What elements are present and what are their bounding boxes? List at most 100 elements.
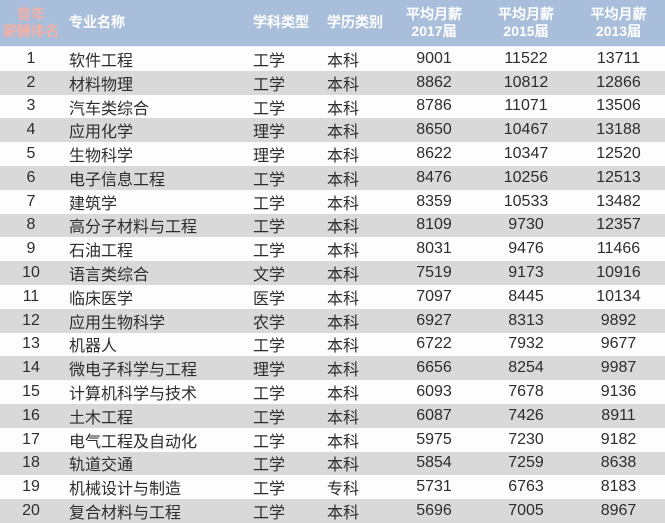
cell-salary-2015: 7678 (508, 383, 544, 401)
cell-degree: 专科 (327, 481, 360, 499)
cell-degree: 本科 (327, 338, 360, 356)
table-row: 10 语言类综合 文学 本科 7519 9173 10916 (0, 261, 665, 285)
cell-rank: 12 (22, 311, 40, 329)
cell-major: 电子信息工程 (69, 171, 166, 189)
cell-major: 汽车类综合 (69, 100, 150, 118)
rank-header-line1: 首年 (17, 5, 45, 22)
table-row: 17 电气工程及自动化 工学 本科 5975 7230 9182 (0, 427, 665, 452)
cell-degree: 本科 (327, 290, 360, 308)
cell-salary-2015: 11522 (504, 49, 548, 67)
cell-salary-2013: 12357 (596, 216, 641, 234)
salary-2013-header-line1: 平均月薪 (590, 5, 647, 22)
cell-salary-2015: 9730 (508, 216, 544, 234)
cell-salary-2013: 8183 (600, 478, 637, 496)
cell-salary-2017: 8786 (416, 97, 452, 115)
cell-salary-2013: 9987 (600, 359, 637, 377)
cell-salary-2015: 8445 (508, 287, 544, 305)
cell-major: 计算机科学与技术 (69, 386, 198, 404)
cell-salary-2015: 9476 (508, 240, 544, 258)
cell-major: 材料物理 (69, 76, 134, 94)
table-row: 8 高分子材料与工程 工学 本科 8109 9730 12357 (0, 213, 665, 238)
cell-rank: 7 (26, 192, 36, 210)
cell-salary-2013: 12866 (596, 73, 641, 91)
cell-major: 电气工程及自动化 (69, 433, 198, 451)
cell-degree: 本科 (327, 219, 360, 237)
cell-rank: 19 (22, 478, 40, 496)
table-row: 9 石油工程 工学 本科 8031 9476 11466 (0, 237, 665, 262)
cell-major: 语言类综合 (69, 267, 150, 285)
cell-salary-2017: 8359 (416, 192, 452, 210)
column-header-salary-2013: 平均月薪 2013届 (572, 0, 665, 46)
cell-salary-2013: 11466 (596, 240, 641, 258)
table-row: 19 机械设计与制造 工学 专科 5731 6763 8183 (0, 475, 665, 500)
degree-header-label: 学历类别 (327, 14, 383, 31)
cell-salary-2013: 9677 (600, 335, 637, 353)
cell-major: 临床医学 (69, 290, 134, 308)
salary-2015-header-line1: 平均月薪 (498, 5, 554, 22)
cell-salary-2015: 8313 (508, 311, 544, 329)
cell-discipline: 工学 (253, 505, 286, 523)
cell-rank: 6 (26, 168, 36, 186)
cell-salary-2015: 7230 (508, 430, 544, 448)
cell-discipline: 工学 (253, 386, 286, 404)
table-row: 20 复合材料与工程 工学 本科 5696 7005 8967 (0, 499, 665, 523)
cell-salary-2015: 11071 (504, 97, 548, 115)
cell-salary-2015: 7005 (508, 502, 544, 520)
table-body: 1 软件工程 工学 本科 9001 11522 13711 2 材料物理 工学 本科 8862 1081… (0, 47, 665, 523)
cell-salary-2017: 5731 (416, 478, 452, 496)
cell-degree: 本科 (327, 314, 360, 332)
column-header-salary-2017: 平均月薪 2017届 (388, 0, 480, 46)
cell-major: 土木工程 (69, 409, 134, 427)
cell-degree: 本科 (327, 457, 360, 475)
cell-discipline: 工学 (253, 76, 286, 94)
column-header-salary-2015: 平均月薪 2015届 (480, 0, 572, 46)
cell-salary-2013: 13188 (596, 121, 641, 139)
cell-salary-2015: 10347 (503, 145, 549, 163)
cell-rank: 18 (22, 454, 40, 472)
cell-salary-2015: 7932 (508, 335, 544, 353)
discipline-header-label: 学科类型 (253, 14, 309, 31)
table-header-row: 首年 薪酬排名 专业名称 学科类型 学历类别 平均月薪 2017届 平均月薪 2… (0, 0, 665, 47)
cell-salary-2017: 5854 (416, 454, 452, 472)
table-row: 11 临床医学 医学 本科 7097 8445 10134 (0, 284, 665, 309)
cell-salary-2015: 7426 (508, 406, 544, 424)
cell-rank: 4 (26, 121, 36, 139)
cell-discipline: 工学 (253, 100, 286, 118)
cell-degree: 本科 (327, 505, 360, 523)
cell-discipline: 理学 (253, 362, 286, 380)
cell-discipline: 工学 (253, 195, 286, 213)
cell-salary-2015: 7259 (508, 454, 544, 472)
cell-salary-2013: 8638 (600, 454, 637, 472)
cell-salary-2013: 8967 (600, 502, 637, 520)
cell-major: 应用化学 (69, 124, 134, 142)
cell-degree: 本科 (327, 386, 360, 404)
cell-degree: 本科 (327, 433, 360, 451)
cell-rank: 9 (26, 240, 36, 258)
cell-major: 机器人 (69, 338, 118, 356)
cell-rank: 15 (22, 383, 40, 401)
cell-degree: 本科 (327, 362, 360, 380)
column-header-rank: 首年 薪酬排名 (0, 0, 62, 46)
cell-degree: 本科 (327, 76, 360, 94)
cell-discipline: 工学 (253, 481, 286, 499)
table-row: 6 电子信息工程 工学 本科 8476 10256 12513 (0, 165, 665, 190)
cell-rank: 20 (22, 502, 40, 520)
cell-degree: 本科 (327, 100, 360, 118)
cell-salary-2017: 8862 (416, 73, 452, 91)
cell-salary-2017: 8031 (416, 240, 452, 258)
cell-major: 轨道交通 (69, 457, 134, 475)
cell-rank: 8 (26, 216, 36, 234)
cell-degree: 本科 (327, 52, 360, 70)
cell-salary-2015: 10812 (503, 73, 549, 91)
cell-discipline: 工学 (253, 457, 286, 475)
cell-rank: 3 (26, 97, 36, 115)
cell-salary-2017: 7519 (416, 264, 452, 282)
salary-2017-header-line1: 平均月薪 (406, 5, 462, 22)
cell-discipline: 工学 (253, 338, 286, 356)
cell-salary-2017: 6927 (416, 311, 452, 329)
cell-discipline: 医学 (253, 290, 286, 308)
table-row: 7 建筑学 工学 本科 8359 10533 13482 (0, 189, 665, 214)
cell-salary-2017: 6722 (416, 335, 452, 353)
cell-major: 机械设计与制造 (69, 481, 182, 499)
